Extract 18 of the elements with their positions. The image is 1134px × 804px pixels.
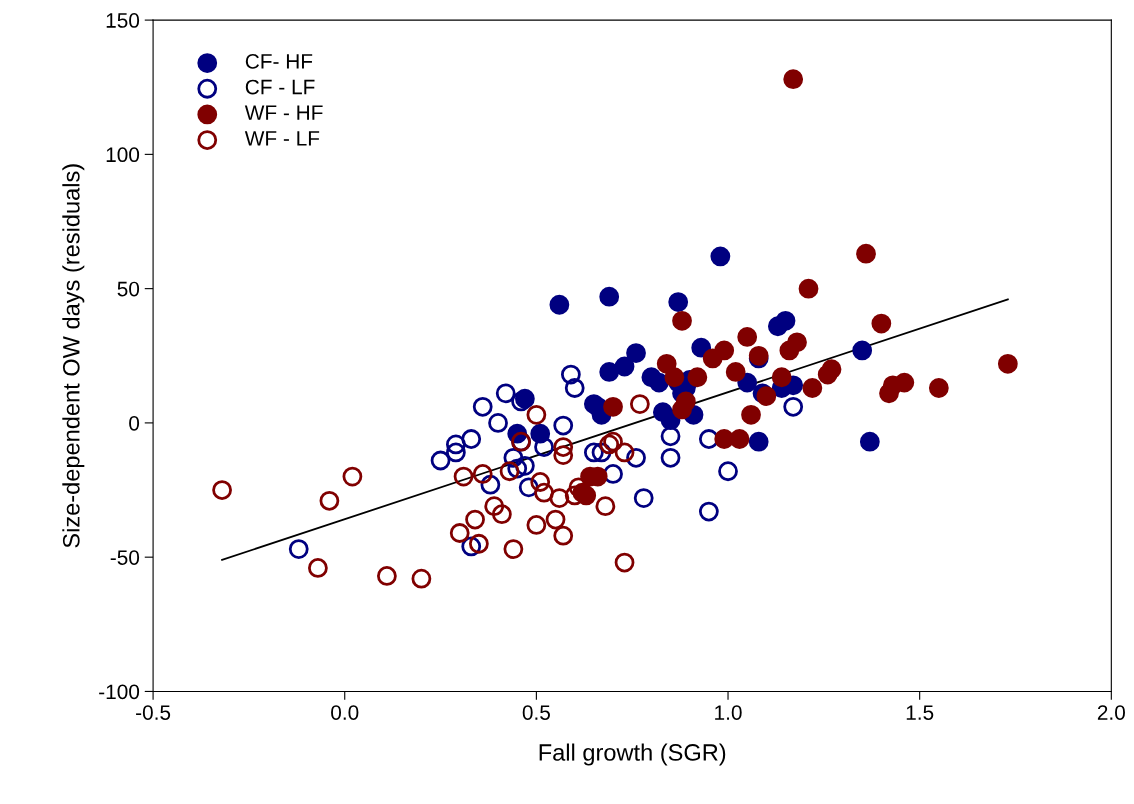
x-tick-label: 2.0 [1097,705,1125,720]
legend-label: WF - LF [244,131,320,146]
legend-label: CF- HF [245,53,313,69]
x-tick-label: 1.0 [715,705,742,720]
x-tick-label: 0.5 [522,705,550,720]
y-tick-label: 100 [106,147,140,163]
y-tick-label: -50 [110,550,140,565]
x-tick-label: -0.5 [136,705,171,720]
y-tick-label: -100 [99,684,140,700]
legend-label: WF - HF [244,105,323,120]
y-axis-title: Size-dependent OW days (residuals) [62,164,85,548]
y-tick-label: 50 [117,281,140,297]
y-tick-label: 150 [106,13,140,28]
legend-label: CF - LF [245,79,315,95]
x-tick-label: 1.5 [906,705,934,720]
x-axis-title: Fall growth (SGR) [539,743,726,766]
y-tick-label: 0 [129,415,140,431]
x-tick-label: 0.0 [331,705,359,720]
